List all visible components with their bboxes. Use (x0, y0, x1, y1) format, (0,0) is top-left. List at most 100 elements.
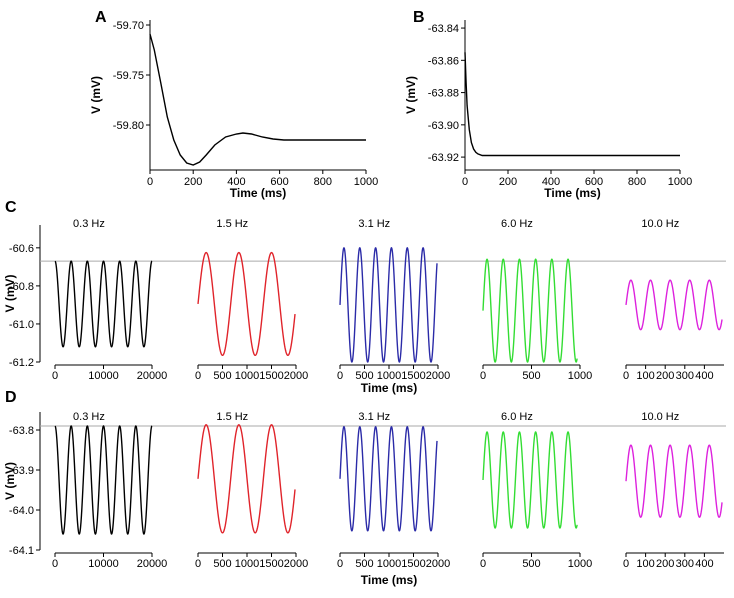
x-axis-label: Time (ms) (361, 573, 417, 587)
x-tick-label: 500 (355, 558, 373, 570)
series-line-c-100 (625, 279, 723, 331)
x-tick-label: 600 (270, 176, 288, 188)
series-line-a (149, 33, 366, 166)
x-tick-label: 0 (147, 176, 153, 188)
y-axis-label: V (mV) (89, 76, 103, 114)
x-tick-label: 1500 (401, 370, 425, 382)
frequency-label: 10.0 Hz (641, 218, 679, 230)
series-line-d-03 (54, 425, 153, 535)
x-tick-label: 800 (314, 176, 332, 188)
x-tick-label: 0 (623, 370, 629, 382)
y-tick-label: -59.70 (113, 20, 144, 32)
x-tick-label: 400 (542, 176, 560, 188)
y-tick-label: -64.1 (9, 545, 34, 557)
x-tick-label: 100 (636, 370, 654, 382)
x-tick-label: 20000 (137, 558, 168, 570)
x-axis-label: Time (ms) (361, 381, 417, 395)
x-tick-label: 1000 (235, 370, 259, 382)
y-tick-label: -61.2 (9, 357, 34, 369)
x-tick-label: 500 (213, 558, 231, 570)
x-tick-label: 0 (337, 558, 343, 570)
x-tick-label: 100 (636, 558, 654, 570)
x-tick-label: 500 (522, 370, 540, 382)
series-line-c-60 (482, 258, 578, 363)
y-axis-label: V (mV) (3, 462, 17, 500)
y-tick-label: -60.6 (9, 243, 34, 255)
x-tick-label: 500 (213, 370, 231, 382)
panel-label-d: D (5, 389, 17, 406)
frequency-label: 3.1 Hz (358, 411, 390, 423)
x-tick-label: 2000 (426, 558, 450, 570)
x-axis-label: Time (ms) (230, 186, 286, 200)
y-tick-label: -63.8 (9, 425, 34, 437)
x-tick-label: 500 (355, 370, 373, 382)
x-tick-label: 300 (676, 558, 694, 570)
series-line-d-15 (197, 424, 296, 534)
x-tick-label: 1500 (259, 370, 283, 382)
x-tick-label: 10000 (88, 558, 119, 570)
x-tick-label: 200 (656, 370, 674, 382)
frequency-label: 10.0 Hz (641, 411, 679, 423)
x-tick-label: 10000 (88, 370, 119, 382)
x-tick-label: 400 (227, 176, 245, 188)
x-tick-label: 200 (656, 558, 674, 570)
x-tick-label: 0 (52, 370, 58, 382)
x-tick-label: 0 (623, 558, 629, 570)
x-tick-label: 0 (337, 370, 343, 382)
x-tick-label: 600 (585, 176, 603, 188)
x-axis-label: Time (ms) (544, 186, 600, 200)
x-tick-label: 0 (480, 558, 486, 570)
panel-label-a: A (95, 9, 107, 26)
y-tick-label: -63.88 (428, 88, 459, 100)
x-tick-label: 1500 (401, 558, 425, 570)
series-line-c-31 (339, 247, 438, 363)
x-tick-label: 1000 (568, 558, 592, 570)
x-tick-label: 300 (676, 370, 694, 382)
y-tick-label: -63.86 (428, 55, 459, 67)
x-tick-label: 1000 (354, 176, 378, 188)
y-tick-label: -61.0 (9, 319, 34, 331)
y-tick-label: -60.8 (9, 281, 34, 293)
x-tick-label: 1000 (668, 176, 692, 188)
frequency-label: 6.0 Hz (501, 218, 533, 230)
series-line-c-03 (54, 260, 153, 348)
frequency-label: 0.3 Hz (73, 218, 105, 230)
frequency-label: 6.0 Hz (501, 411, 533, 423)
x-tick-label: 1000 (377, 558, 401, 570)
x-tick-label: 0 (480, 370, 486, 382)
x-tick-label: 400 (695, 558, 713, 570)
x-tick-label: 500 (522, 558, 540, 570)
frequency-label: 3.1 Hz (358, 218, 390, 230)
x-tick-label: 200 (184, 176, 202, 188)
y-tick-label: -63.92 (428, 152, 459, 164)
y-tick-label: -59.80 (113, 120, 144, 132)
series-line-d-31 (339, 426, 438, 532)
y-tick-label: -59.75 (113, 70, 144, 82)
x-tick-label: 0 (52, 558, 58, 570)
panel-label-c: C (5, 199, 17, 216)
y-tick-label: -64.0 (9, 505, 34, 517)
x-tick-label: 0 (195, 370, 201, 382)
x-tick-label: 800 (628, 176, 646, 188)
series-line-d-60 (482, 431, 578, 529)
x-tick-label: 2000 (284, 370, 308, 382)
x-tick-label: 400 (695, 370, 713, 382)
frequency-label: 0.3 Hz (73, 411, 105, 423)
y-axis-label: V (mV) (3, 274, 17, 312)
series-line-d-100 (625, 444, 723, 518)
y-tick-label: -63.84 (428, 23, 459, 35)
frequency-label: 1.5 Hz (216, 218, 248, 230)
y-axis-label: V (mV) (404, 76, 418, 114)
x-tick-label: 1000 (568, 370, 592, 382)
x-tick-label: 1000 (377, 370, 401, 382)
x-tick-label: 1500 (259, 558, 283, 570)
x-tick-label: 0 (195, 558, 201, 570)
y-tick-label: -63.9 (9, 465, 34, 477)
x-tick-label: 200 (499, 176, 517, 188)
frequency-label: 1.5 Hz (216, 411, 248, 423)
series-line-c-15 (197, 251, 296, 357)
x-tick-label: 2000 (426, 370, 450, 382)
x-tick-label: 0 (462, 176, 468, 188)
panel-label-b: B (413, 9, 425, 26)
